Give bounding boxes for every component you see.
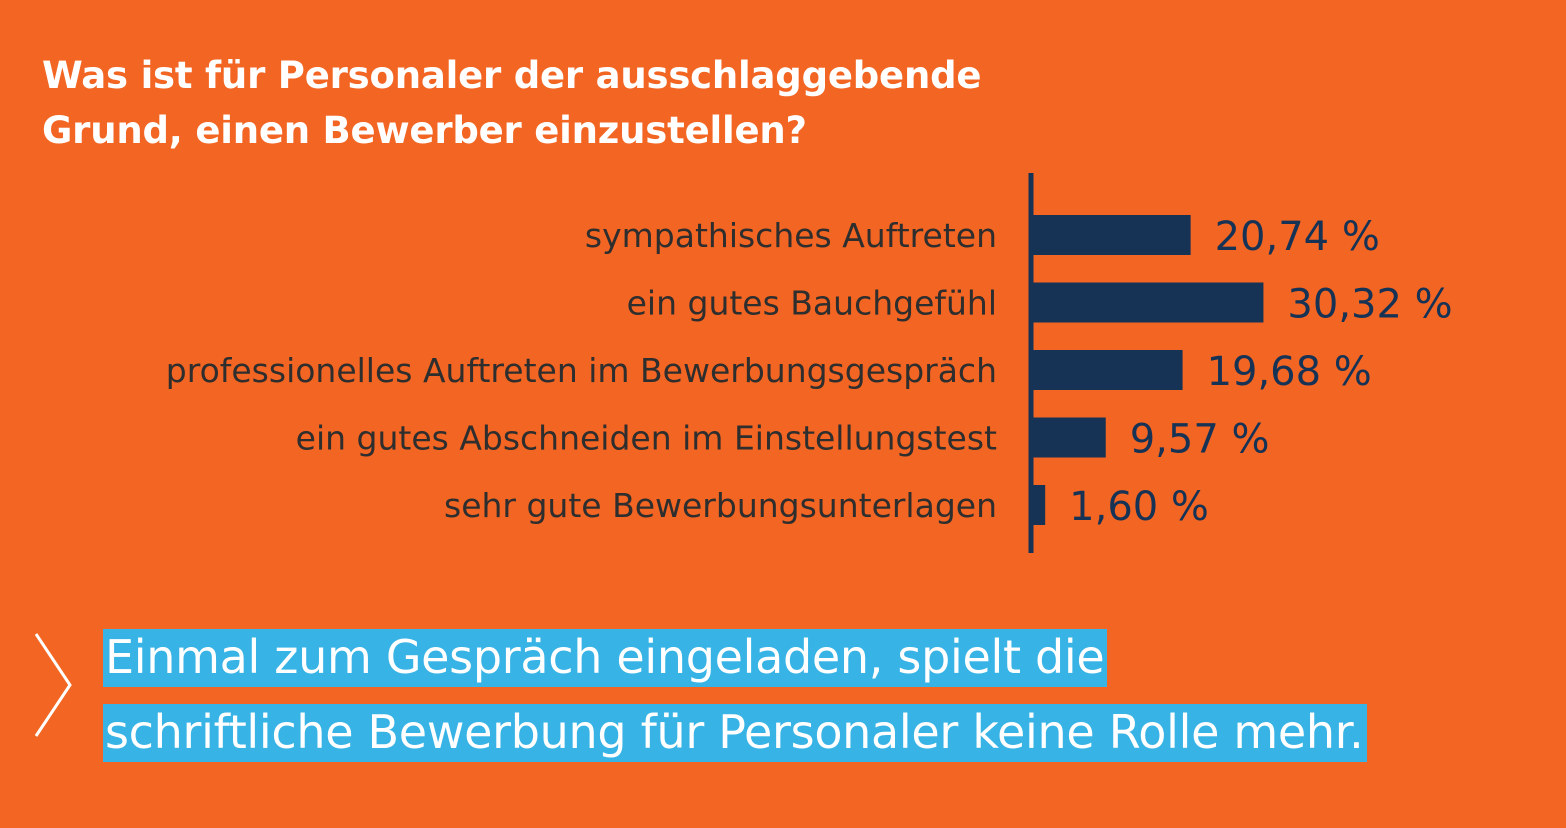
bar [1033, 350, 1183, 390]
bar [1033, 485, 1046, 525]
bar [1033, 282, 1264, 323]
category-label: ein gutes Bauchgefühl [627, 284, 997, 323]
bars-layer: sympathisches Auftreten 20,74 % ein gutes … [166, 214, 1453, 530]
category-label: ein gutes Abschneiden im Einstellungstes… [296, 419, 997, 458]
chart-title-line-1: Was ist für Personaler der ausschlaggebe… [42, 54, 982, 97]
chart-title-line-2: Grund, einen Bewerber einzustellen? [42, 109, 807, 152]
category-label: sympathisches Auftreten [585, 216, 997, 255]
callout-line-1: Einmal zum Gespräch eingeladen, spielt d… [103, 629, 1108, 687]
callout-line-2: schriftliche Bewerbung für Personaler ke… [103, 704, 1367, 762]
value-label: 1,60 % [1069, 484, 1209, 530]
bar-chart: sympathisches Auftreten 20,74 % ein gutes … [166, 173, 1453, 553]
value-label: 20,74 % [1215, 214, 1380, 260]
callout-text: Einmal zum Gespräch eingeladen, spielt d… [103, 620, 1367, 770]
bar [1033, 417, 1106, 458]
bar [1033, 215, 1191, 255]
category-label: sehr gute Bewerbungsunterlagen [444, 486, 997, 525]
value-label: 30,32 % [1287, 282, 1452, 328]
chart-title: Was ist für Personaler der ausschlaggebe… [42, 48, 1142, 158]
value-label: 19,68 % [1207, 349, 1372, 395]
category-label: professionelles Auftreten im Bewerbungsg… [166, 351, 997, 390]
value-label: 9,57 % [1130, 417, 1270, 463]
chevron-right-icon [34, 633, 72, 737]
